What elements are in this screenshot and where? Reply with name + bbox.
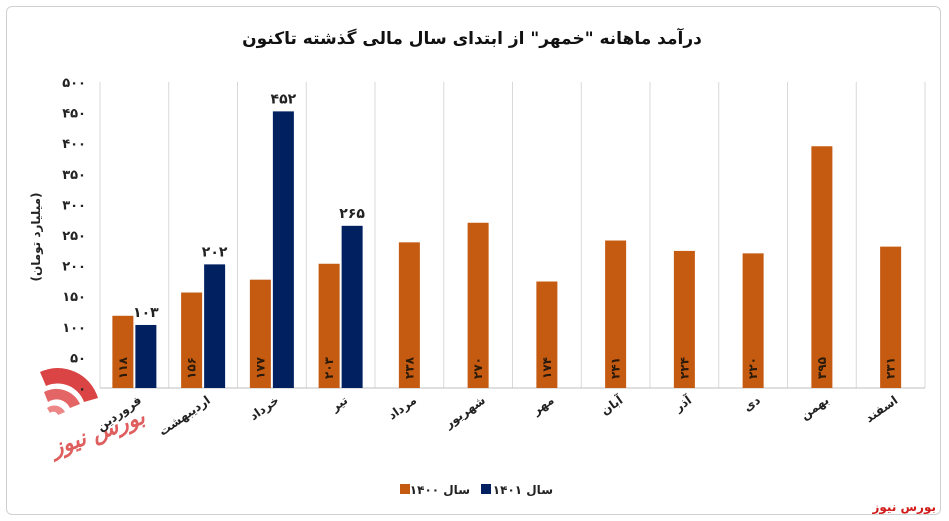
bar-1400 xyxy=(742,253,764,388)
bar-1401 xyxy=(341,225,363,388)
source-credit: بورس نیوز xyxy=(871,500,936,515)
y-tick-label: ۱۵۰ xyxy=(62,290,86,305)
bar-value-label: ۲۶۵ xyxy=(339,206,365,222)
y-axis-ticks: ۰ ۵۰ ۱۰۰ ۱۵۰ ۲۰۰ ۲۵۰ ۳۰۰ ۳۵۰ ۴۰۰ ۴۵۰ ۵۰۰ xyxy=(62,76,86,397)
bar-value-label: ۲۲۰ xyxy=(746,357,760,379)
y-tick-label: ۱۰۰ xyxy=(62,321,86,336)
bar-value-label: ۱۷۷ xyxy=(253,356,267,379)
bar-value-label: ۱۵۶ xyxy=(185,357,199,379)
bars: ۱۱۸ ۱۰۳ ۱۵۶ ۲۰۲ ۱۷۷ ۴۵۲ ۲۰۳ ۲۶۵ ۲۳۸ ۲۷۰ ۱۷۴ ۲۴۱ ۲۲۴ ۲… xyxy=(112,91,902,388)
x-tick-label: آذر xyxy=(671,392,695,415)
legend-swatch-1400 xyxy=(400,484,410,494)
y-tick-label: ۲۵۰ xyxy=(62,229,86,244)
legend: سال ۱۴۰۰ سال ۱۴۰۱ xyxy=(400,483,553,497)
bar-value-label: ۲۲۴ xyxy=(677,357,691,379)
y-axis-label: (میلیارد تومان) xyxy=(29,192,44,281)
bar-1400 xyxy=(605,240,627,388)
x-tick-label: شهریور xyxy=(441,393,488,432)
bar-value-label: ۳۹۵ xyxy=(815,357,829,379)
y-tick-label: ۳۵۰ xyxy=(62,168,86,183)
bar-1400 xyxy=(880,246,902,388)
bar-value-label: ۲۳۸ xyxy=(402,356,416,379)
bar-value-label: ۱۰۳ xyxy=(133,305,159,321)
y-tick-label: ۴۰۰ xyxy=(62,137,86,152)
bar-value-label: ۱۱۸ xyxy=(116,356,130,379)
x-axis-categories: فروردین اردیبهشت خرداد تیر مرداد شهریور مهر آبا… xyxy=(94,392,900,439)
x-tick-label: خرداد xyxy=(247,393,282,423)
x-tick-label: تیر xyxy=(328,393,351,415)
bar-1400 xyxy=(398,242,420,388)
bar-value-label: ۲۰۲ xyxy=(202,244,228,260)
bar-1400 xyxy=(249,279,271,388)
bar-1401 xyxy=(272,111,294,388)
bar-1400 xyxy=(673,250,695,388)
x-tick-label: مرداد xyxy=(385,393,419,422)
y-tick-label: ۴۵۰ xyxy=(62,107,86,122)
bar-1400 xyxy=(181,292,203,388)
y-tick-label: ۵۰۰ xyxy=(62,76,86,91)
bar-1400 xyxy=(536,281,558,388)
bar-1400 xyxy=(811,146,833,388)
grid-lines xyxy=(99,82,926,389)
y-tick-label: ۵۰ xyxy=(70,351,86,366)
legend-label-1401: سال ۱۴۰۱ xyxy=(493,483,553,497)
x-tick-label: مهر xyxy=(529,393,557,418)
bar-value-label: ۲۴۱ xyxy=(609,357,623,379)
chart-title: درآمد ماهانه "خمهر" از ابتدای سال مالی گ… xyxy=(242,27,702,49)
x-tick-label: اردیبهشت xyxy=(156,393,213,439)
x-tick-label: بهمن xyxy=(798,393,832,422)
bar-1400 xyxy=(467,222,489,388)
bar-1400 xyxy=(318,263,340,388)
y-tick-label: ۰ xyxy=(78,382,86,397)
y-tick-label: ۳۰۰ xyxy=(62,198,86,213)
bar-value-label: ۲۷۰ xyxy=(471,357,485,379)
x-tick-label: دی xyxy=(741,393,763,414)
x-tick-label: اسفند xyxy=(863,393,901,425)
legend-label-1400: سال ۱۴۰۰ xyxy=(410,483,470,497)
y-tick-label: ۲۰۰ xyxy=(62,260,86,275)
x-tick-label: آبان xyxy=(598,392,626,418)
legend-swatch-1401 xyxy=(481,484,491,494)
bar-value-label: ۲۳۱ xyxy=(884,357,898,379)
bar-value-label: ۱۷۴ xyxy=(540,357,554,379)
bar-1400 xyxy=(112,315,134,388)
bar-value-label: ۲۰۳ xyxy=(322,356,336,379)
bar-1401 xyxy=(135,324,157,388)
bar-value-label: ۴۵۲ xyxy=(271,91,297,107)
bar-1401 xyxy=(204,264,226,388)
